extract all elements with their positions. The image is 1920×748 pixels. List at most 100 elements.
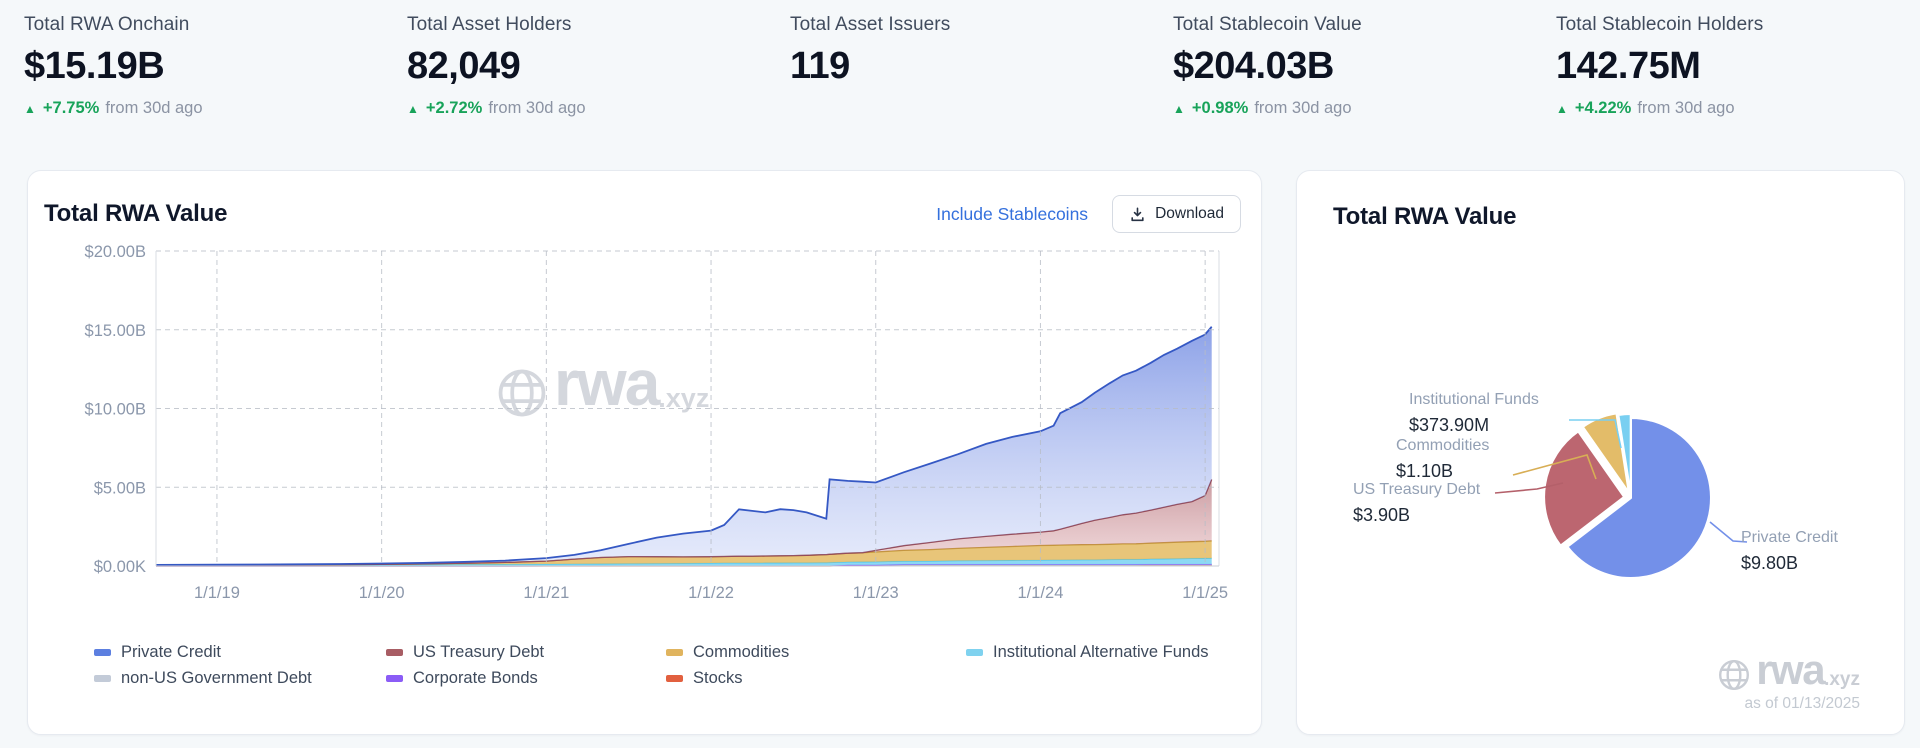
area-series-institutional-alternative-funds bbox=[156, 558, 1212, 566]
area-series-us-treasury-debt bbox=[156, 479, 1212, 566]
pie-label-commodities: Commodities $1.10B bbox=[1396, 437, 1490, 481]
stat-label: Total Stablecoin Holders bbox=[1556, 14, 1764, 35]
callout-institutional-funds bbox=[1569, 419, 1622, 449]
stat-total-stablecoin-holders: Total Stablecoin Holders 142.75M ▲ +4.22… bbox=[1556, 14, 1920, 118]
stat-delta: ▲ +0.98% from 30d ago bbox=[1173, 99, 1556, 118]
stat-delta: ▲ +2.72% from 30d ago bbox=[407, 99, 790, 118]
delta-percent: +7.75% bbox=[42, 99, 100, 117]
legend-item-commodities[interactable]: Commodities bbox=[666, 643, 966, 662]
watermark-brand: rwa bbox=[554, 347, 660, 419]
delta-period: from 30d ago bbox=[488, 99, 586, 117]
legend-swatch bbox=[386, 649, 403, 656]
callout-commodities bbox=[1512, 454, 1597, 480]
stat-delta: ▲ +4.22% from 30d ago bbox=[1556, 99, 1920, 118]
total-rwa-value-pie-card: Total RWA Value Institutional Funds $373… bbox=[1296, 170, 1905, 735]
stat-delta: ▲ +7.75% from 30d ago bbox=[24, 99, 407, 118]
pie-slice-us-treasury-debt[interactable] bbox=[1543, 430, 1626, 547]
legend-label: Stocks bbox=[693, 669, 743, 687]
include-stablecoins-link[interactable]: Include Stablecoins bbox=[936, 203, 1089, 224]
legend-label: Corporate Bonds bbox=[413, 669, 538, 687]
legend-item-private-credit[interactable]: Private Credit bbox=[94, 643, 386, 662]
y-axis-tick: $15.00B bbox=[85, 322, 146, 340]
pie-slice-institutional-funds[interactable] bbox=[1617, 413, 1632, 495]
stat-total-asset-issuers: Total Asset Issuers 119 bbox=[790, 14, 1173, 118]
x-axis-tick: 1/1/19 bbox=[194, 584, 240, 602]
area-chart-title: Total RWA Value bbox=[44, 200, 228, 227]
area-series-group bbox=[155, 326, 1213, 567]
delta-percent: +4.22% bbox=[1574, 99, 1632, 117]
legend-label: non-US Government Debt bbox=[121, 669, 312, 687]
delta-up-icon: ▲ bbox=[407, 101, 419, 116]
x-axis-tick: 1/1/24 bbox=[1018, 584, 1064, 602]
callout-us-treasury-debt bbox=[1494, 482, 1564, 494]
delta-period: from 30d ago bbox=[105, 99, 203, 117]
legend-swatch bbox=[966, 649, 983, 656]
stat-label: Total Stablecoin Value bbox=[1173, 14, 1362, 35]
y-axis-tick: $0.00K bbox=[94, 558, 146, 576]
x-axis-tick: 1/1/25 bbox=[1182, 584, 1228, 602]
pie-label-institutional-funds: Institutional Funds $373.90M bbox=[1409, 391, 1539, 435]
stat-total-rwa-onchain: Total RWA Onchain $15.19B ▲ +7.75% from … bbox=[24, 14, 407, 118]
area-card-header: Total RWA Value Include Stablecoins Down… bbox=[28, 171, 1261, 233]
download-button[interactable]: Download bbox=[1112, 195, 1241, 233]
stats-row: Total RWA Onchain $15.19B ▲ +7.75% from … bbox=[24, 14, 1920, 118]
x-axis-tick: 1/1/23 bbox=[853, 584, 899, 602]
pie-slice-private-credit[interactable] bbox=[1566, 417, 1712, 579]
legend-swatch bbox=[94, 675, 111, 682]
legend-swatch bbox=[94, 649, 111, 656]
rwa-watermark: rwa .xyz bbox=[1716, 649, 1860, 693]
stat-value: 119 bbox=[790, 45, 850, 87]
stat-label: Total Asset Issuers bbox=[790, 14, 951, 35]
stat-value: $15.19B bbox=[24, 45, 165, 87]
legend-item-corporate-bonds[interactable]: Corporate Bonds bbox=[386, 669, 666, 688]
delta-up-icon: ▲ bbox=[1173, 101, 1185, 116]
legend-swatch bbox=[666, 649, 683, 656]
y-axis-tick: $20.00B bbox=[85, 243, 146, 261]
x-axis-tick: 1/1/22 bbox=[688, 584, 734, 602]
legend-item-us-treasury-debt[interactable]: US Treasury Debt bbox=[386, 643, 666, 662]
stat-value: 82,049 bbox=[407, 45, 521, 87]
chart-legend: Private Credit US Treasury Debt Commoditie… bbox=[94, 643, 1214, 688]
watermark-tld: .xyz bbox=[1824, 669, 1860, 690]
callout-private-credit bbox=[1709, 521, 1748, 543]
y-axis-tick: $5.00B bbox=[94, 479, 146, 497]
rwa-pie-chart[interactable] bbox=[1297, 171, 1906, 736]
watermark-brand: rwa bbox=[1756, 646, 1825, 693]
legend-item-stocks[interactable]: Stocks bbox=[666, 669, 966, 688]
delta-period: from 30d ago bbox=[1637, 99, 1735, 117]
stat-label: Total Asset Holders bbox=[407, 14, 572, 35]
rwa-watermark: rwa .xyz bbox=[494, 351, 709, 421]
as-of-date: as of 01/13/2025 bbox=[1744, 695, 1861, 712]
axis-labels: $0.00K $5.00B $10.00B $15.00B $20.00B 1/1/19 1… bbox=[85, 243, 1229, 602]
stat-value: $204.03B bbox=[1173, 45, 1334, 87]
legend-item-institutional-alternative-funds[interactable]: Institutional Alternative Funds bbox=[966, 643, 1214, 662]
pie-chart-title: Total RWA Value bbox=[1333, 203, 1517, 230]
x-axis-tick: 1/1/20 bbox=[359, 584, 405, 602]
stat-value: 142.75M bbox=[1556, 45, 1701, 87]
legend-swatch bbox=[666, 675, 683, 682]
delta-period: from 30d ago bbox=[1254, 99, 1352, 117]
legend-label: Commodities bbox=[693, 643, 790, 661]
rwa-area-chart[interactable]: $0.00K $5.00B $10.00B $15.00B $20.00B 1/1/19 1… bbox=[28, 171, 1263, 616]
legend-swatch bbox=[386, 675, 403, 682]
gridlines bbox=[155, 250, 1220, 567]
x-axis-tick: 1/1/21 bbox=[523, 584, 569, 602]
area-series-private-credit bbox=[156, 326, 1212, 566]
download-icon bbox=[1131, 207, 1144, 221]
total-rwa-value-area-card: Total RWA Value Include Stablecoins Down… bbox=[27, 170, 1262, 735]
area-series-commodities bbox=[156, 540, 1212, 566]
globe-icon bbox=[498, 369, 546, 417]
globe-icon bbox=[1719, 660, 1750, 690]
delta-up-icon: ▲ bbox=[24, 101, 36, 116]
download-label: Download bbox=[1155, 205, 1224, 222]
area-series-line-private-credit bbox=[155, 326, 1213, 566]
legend-item-non-us-government-debt[interactable]: non-US Government Debt bbox=[94, 669, 386, 688]
delta-percent: +2.72% bbox=[425, 99, 483, 117]
stat-total-asset-holders: Total Asset Holders 82,049 ▲ +2.72% from… bbox=[407, 14, 790, 118]
legend-label: Private Credit bbox=[121, 643, 221, 661]
stat-total-stablecoin-value: Total Stablecoin Value $204.03B ▲ +0.98%… bbox=[1173, 14, 1556, 118]
legend-label: US Treasury Debt bbox=[413, 643, 545, 661]
delta-up-icon: ▲ bbox=[1556, 101, 1568, 116]
delta-percent: +0.98% bbox=[1191, 99, 1249, 117]
